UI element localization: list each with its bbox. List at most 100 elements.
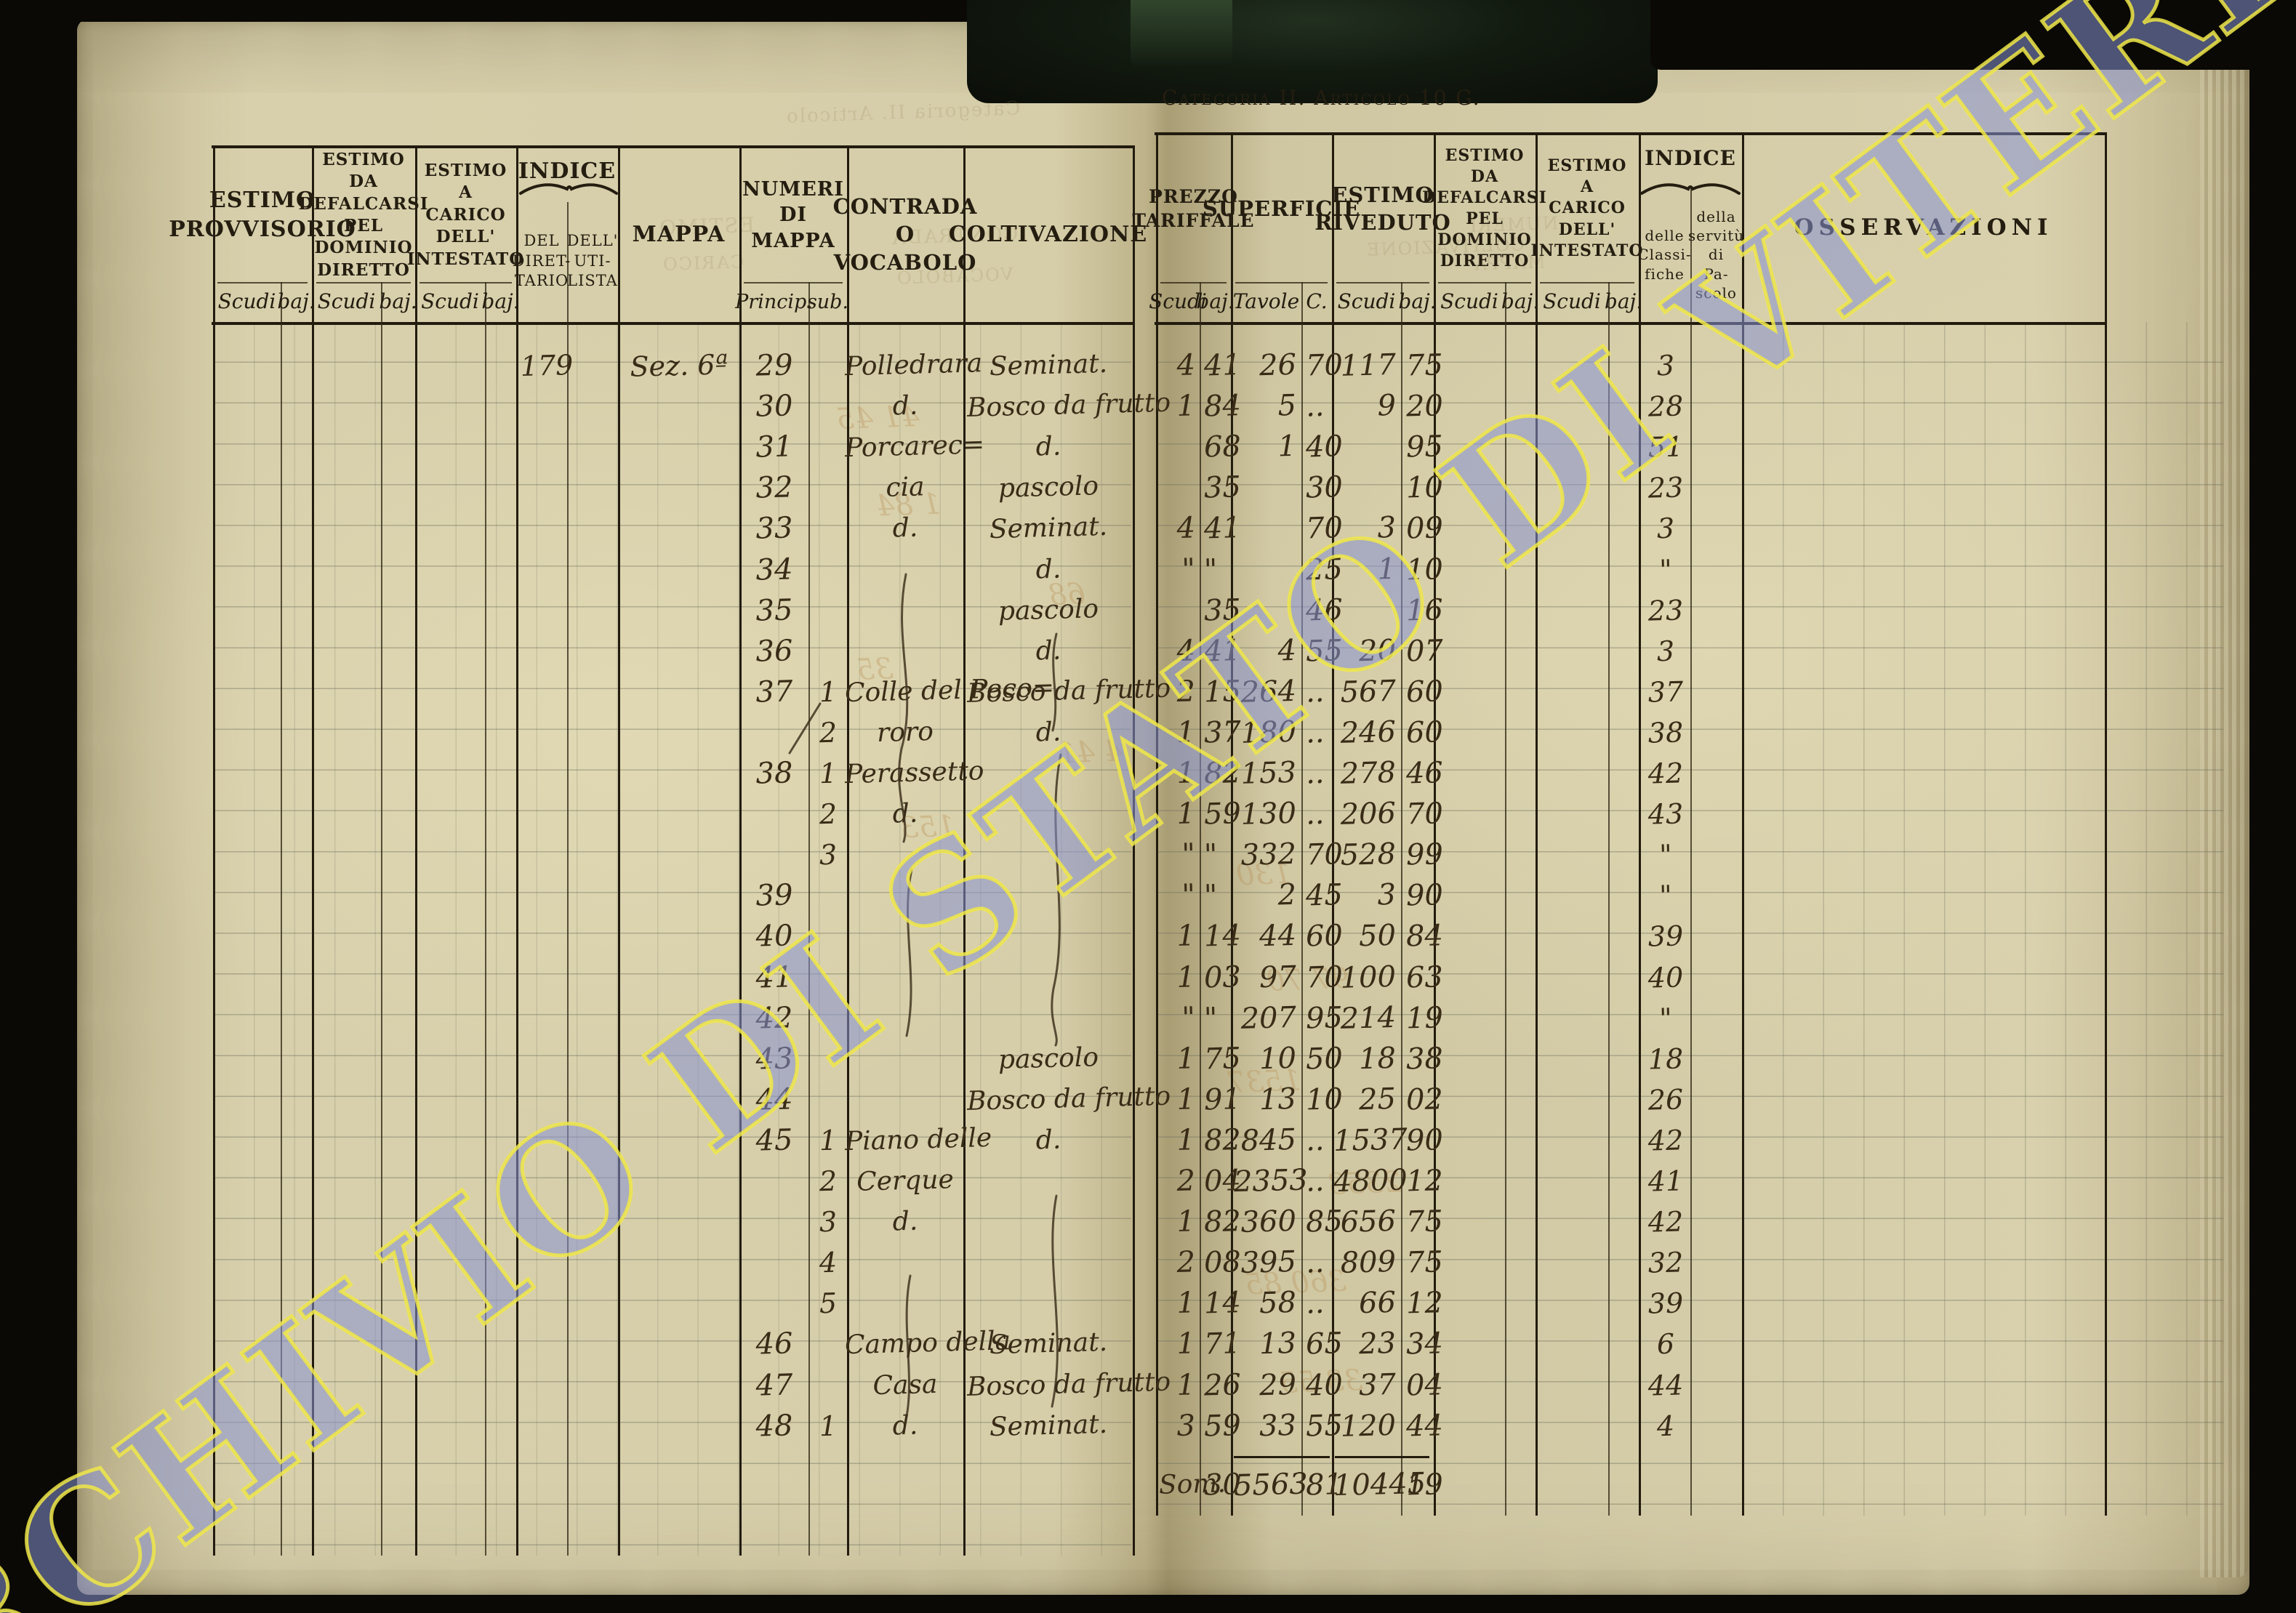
- sub-divider: [808, 282, 810, 1556]
- column-header-line: OSSERVAZIONI: [1794, 214, 2053, 241]
- column-header-line: servitù: [1687, 226, 1745, 244]
- sub-divider: [1200, 282, 1201, 1516]
- column-header-estimo-da-defalcarsi: ESTIMO DA DEFALCARSI PEL DOMINIO DIRETTO: [1422, 135, 1546, 282]
- column-header-coltivazione: COLTIVAZIONE: [949, 148, 1147, 321]
- column-border: [1133, 145, 1135, 1556]
- ruled-grid-osservazioni: [1743, 322, 2223, 1516]
- column-header-line: VOCABOLO: [833, 249, 977, 275]
- subcolumn-label: delle Classi-fiche: [1637, 190, 1690, 319]
- column-header-line: baj.: [1501, 289, 1540, 314]
- subcolumn-label: Scudi: [312, 282, 381, 322]
- column-header-indice: INDICE: [516, 151, 618, 192]
- column-header-line: NUMERI: [742, 177, 844, 201]
- subcolumn-label: Scudi: [1332, 282, 1401, 322]
- column-header-line: ESTIMO: [1547, 156, 1627, 176]
- column-header-line: MAPPA: [632, 221, 726, 247]
- column-header-line: DI: [779, 204, 808, 227]
- column-border: [1434, 132, 1436, 1516]
- column-header-line: Scudi: [1149, 289, 1207, 314]
- book-binding: [967, 0, 1658, 103]
- column-header-line: Scudi: [1543, 289, 1601, 314]
- subcolumn-label: baj.: [481, 282, 519, 322]
- contrada-flourish: [905, 868, 913, 1037]
- subcolumn-label: baj.: [1605, 282, 1642, 322]
- contrada-flourish: [904, 1274, 912, 1425]
- coltivazione-flourish: [1051, 1194, 1059, 1408]
- column-header-line: baj.: [379, 289, 417, 314]
- subheader-line: [316, 282, 411, 283]
- column-border: [1639, 132, 1641, 1516]
- subcolumn-label: baj.: [379, 282, 417, 322]
- column-header-line: O: [895, 222, 915, 247]
- column-header-line: DIRETTO: [317, 260, 410, 280]
- category-heading: Categoria II. Articolo 10 G.: [1162, 86, 1481, 110]
- column-header-line: SUPERFICIE: [1202, 196, 1361, 221]
- subheader-line: [1160, 282, 1227, 283]
- column-header-line: Scudi: [1440, 289, 1498, 314]
- column-header-line: baj.: [277, 289, 316, 314]
- column-header-line: fiche: [1645, 265, 1685, 283]
- column-border: [2105, 132, 2107, 1516]
- contrada-flourish: [898, 573, 909, 843]
- column-header-estimo-provvisorio: ESTIMO PROVVISORIO: [169, 148, 356, 282]
- column-header-line: delle: [1645, 226, 1685, 244]
- subheader-line: [744, 282, 843, 283]
- subcolumn-label: sub.: [806, 282, 849, 322]
- column-header-line: CONTRADA: [832, 194, 978, 220]
- subheader-line: [1336, 282, 1429, 283]
- column-header-line: DA: [349, 172, 378, 192]
- column-border: [312, 145, 314, 1556]
- column-border: [847, 145, 849, 1556]
- coltivazione-flourish: [1051, 753, 1062, 1047]
- column-border: [1332, 132, 1334, 1516]
- column-header-line: baj.: [1398, 289, 1437, 314]
- subheader-line: [1540, 282, 1634, 283]
- column-header-line: scolo: [1695, 284, 1737, 302]
- subcolumn-label: Scudi: [1149, 282, 1207, 322]
- column-header-line: DIRET-: [512, 252, 571, 270]
- column-border: [1536, 132, 1538, 1516]
- total-separator: [1335, 1456, 1429, 1458]
- subheader-line: [1438, 282, 1531, 283]
- subheader-line: [217, 282, 308, 283]
- column-header-line: della: [1696, 207, 1736, 225]
- column-header-line: Tavole: [1232, 289, 1300, 314]
- sub-divider: [1608, 282, 1610, 1516]
- sub-divider: [381, 282, 382, 1556]
- column-header-line: baj.: [481, 289, 520, 314]
- column-border: [963, 145, 966, 1556]
- indice-brace-left: [519, 183, 618, 195]
- column-header-line: INTESTATO: [1530, 241, 1644, 260]
- subcolumn-label: C.: [1301, 282, 1332, 322]
- column-header-line: DELL': [566, 231, 619, 249]
- column-header-line: ESTIMO: [209, 188, 316, 214]
- column-header-line: sub.: [806, 290, 849, 313]
- subcolumn-label: DEL DIRET- TARIO: [513, 204, 571, 319]
- sub-divider: [1690, 189, 1692, 1516]
- column-header-line: CARICO: [425, 204, 506, 225]
- column-header-line: C.: [1306, 289, 1328, 314]
- header-bottom-border: [1155, 322, 2106, 325]
- column-header-estimo-a-carico: ESTIMO A CARICO DELL' INTESTATO: [1531, 135, 1643, 282]
- column-header-line: INTESTATO: [406, 249, 525, 269]
- column-header-osservazioni: OSSERVAZIONI: [1742, 135, 2105, 321]
- subcolumn-label: Scudi: [1434, 282, 1505, 322]
- binding-tab: [1131, 0, 1232, 67]
- column-header-line: Scudi: [217, 289, 276, 314]
- column-header-line: RIVEDUTO: [1314, 210, 1451, 235]
- column-border: [1231, 132, 1233, 1516]
- column-header-line: DELL': [1558, 220, 1616, 239]
- column-header-line: INDICE: [518, 158, 617, 185]
- sub-divider: [1505, 282, 1506, 1516]
- coltivazione-flourish: [1051, 632, 1058, 732]
- column-border: [516, 145, 518, 1556]
- column-border: [618, 145, 620, 1556]
- sub-divider: [1301, 282, 1303, 1516]
- column-header-estimo-da-defalcarsi: ESTIMO DA DEFALCARSI PEL DOMINIO DIRETTO: [298, 148, 428, 282]
- column-header-prezzo-tariffale: PREZZO TARIFFALE: [1132, 135, 1253, 282]
- column-header-indice: INDICE: [1639, 138, 1742, 179]
- subcolumn-label: Scudi: [1536, 282, 1608, 322]
- column-header-line: DEFALCARSI: [1422, 188, 1547, 207]
